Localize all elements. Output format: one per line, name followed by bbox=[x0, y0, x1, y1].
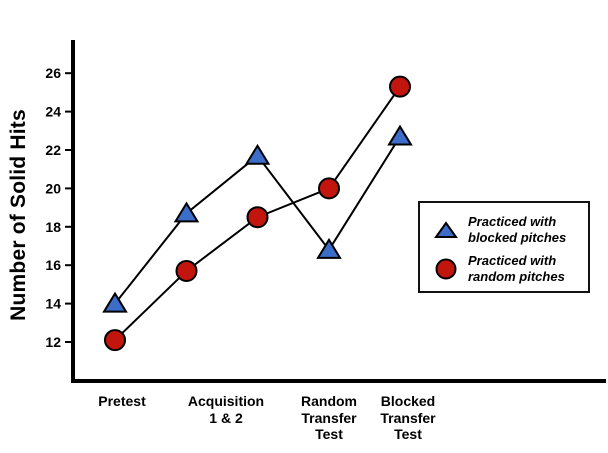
legend-label-random: Practiced with random pitches bbox=[468, 253, 565, 284]
marker-triangle bbox=[102, 291, 128, 313]
y-tick-label: 14 bbox=[45, 296, 61, 312]
x-axis-label: Blocked Transfer Test bbox=[343, 393, 473, 443]
marker-triangle bbox=[244, 143, 271, 165]
x-axis-label-line: Transfer bbox=[301, 409, 357, 426]
marker-circle bbox=[104, 329, 126, 352]
x-axis-label-line: Pretest bbox=[98, 393, 146, 409]
x-axis-label: Random Transfer Test bbox=[264, 393, 394, 443]
legend-item-blocked: Practiced with blocked pitches bbox=[433, 210, 588, 249]
legend-label-line: Practiced with bbox=[468, 253, 557, 268]
x-axis-label-line: Test bbox=[315, 426, 343, 442]
y-tick-label: 26 bbox=[45, 65, 61, 81]
y-tick-label: 18 bbox=[45, 219, 61, 235]
legend-label-line: Practiced with bbox=[468, 214, 557, 229]
marker-circle bbox=[389, 75, 411, 98]
x-axis-label-line: Test bbox=[394, 426, 422, 442]
x-axis-label-line: 1 & 2 bbox=[209, 409, 243, 426]
y-tick-label: 16 bbox=[45, 257, 61, 273]
legend: Practiced with blocked pitches Practiced… bbox=[418, 201, 590, 293]
marker-circle bbox=[318, 177, 340, 200]
legend-label-line: blocked pitches bbox=[468, 229, 567, 245]
circle-marker-icon bbox=[435, 258, 457, 279]
y-tick-label: 22 bbox=[45, 142, 61, 158]
y-tick-label: 12 bbox=[45, 334, 61, 350]
x-axis-label-line: Blocked bbox=[380, 393, 436, 409]
y-tick-label: 20 bbox=[45, 180, 61, 196]
y-tick-label: 24 bbox=[45, 104, 61, 120]
marker-circle bbox=[246, 206, 269, 229]
marker-triangle bbox=[316, 237, 342, 259]
marker-triangle bbox=[173, 201, 200, 223]
x-axis-label: Acquisition 1 & 2 bbox=[161, 393, 291, 426]
x-axis-label: Pretest bbox=[57, 393, 187, 410]
marker-circle bbox=[175, 259, 198, 282]
marker-triangle bbox=[387, 124, 413, 146]
triangle-marker-icon bbox=[434, 220, 458, 238]
legend-label-line: random pitches bbox=[468, 268, 565, 284]
legend-label-blocked: Practiced with blocked pitches bbox=[468, 214, 566, 245]
x-axis-label-line: Random bbox=[301, 393, 357, 409]
x-axis-label-line: Acquisition bbox=[187, 393, 265, 409]
x-axis-label-line: Transfer bbox=[380, 409, 436, 426]
legend-item-random: Practiced with random pitches bbox=[433, 249, 588, 288]
